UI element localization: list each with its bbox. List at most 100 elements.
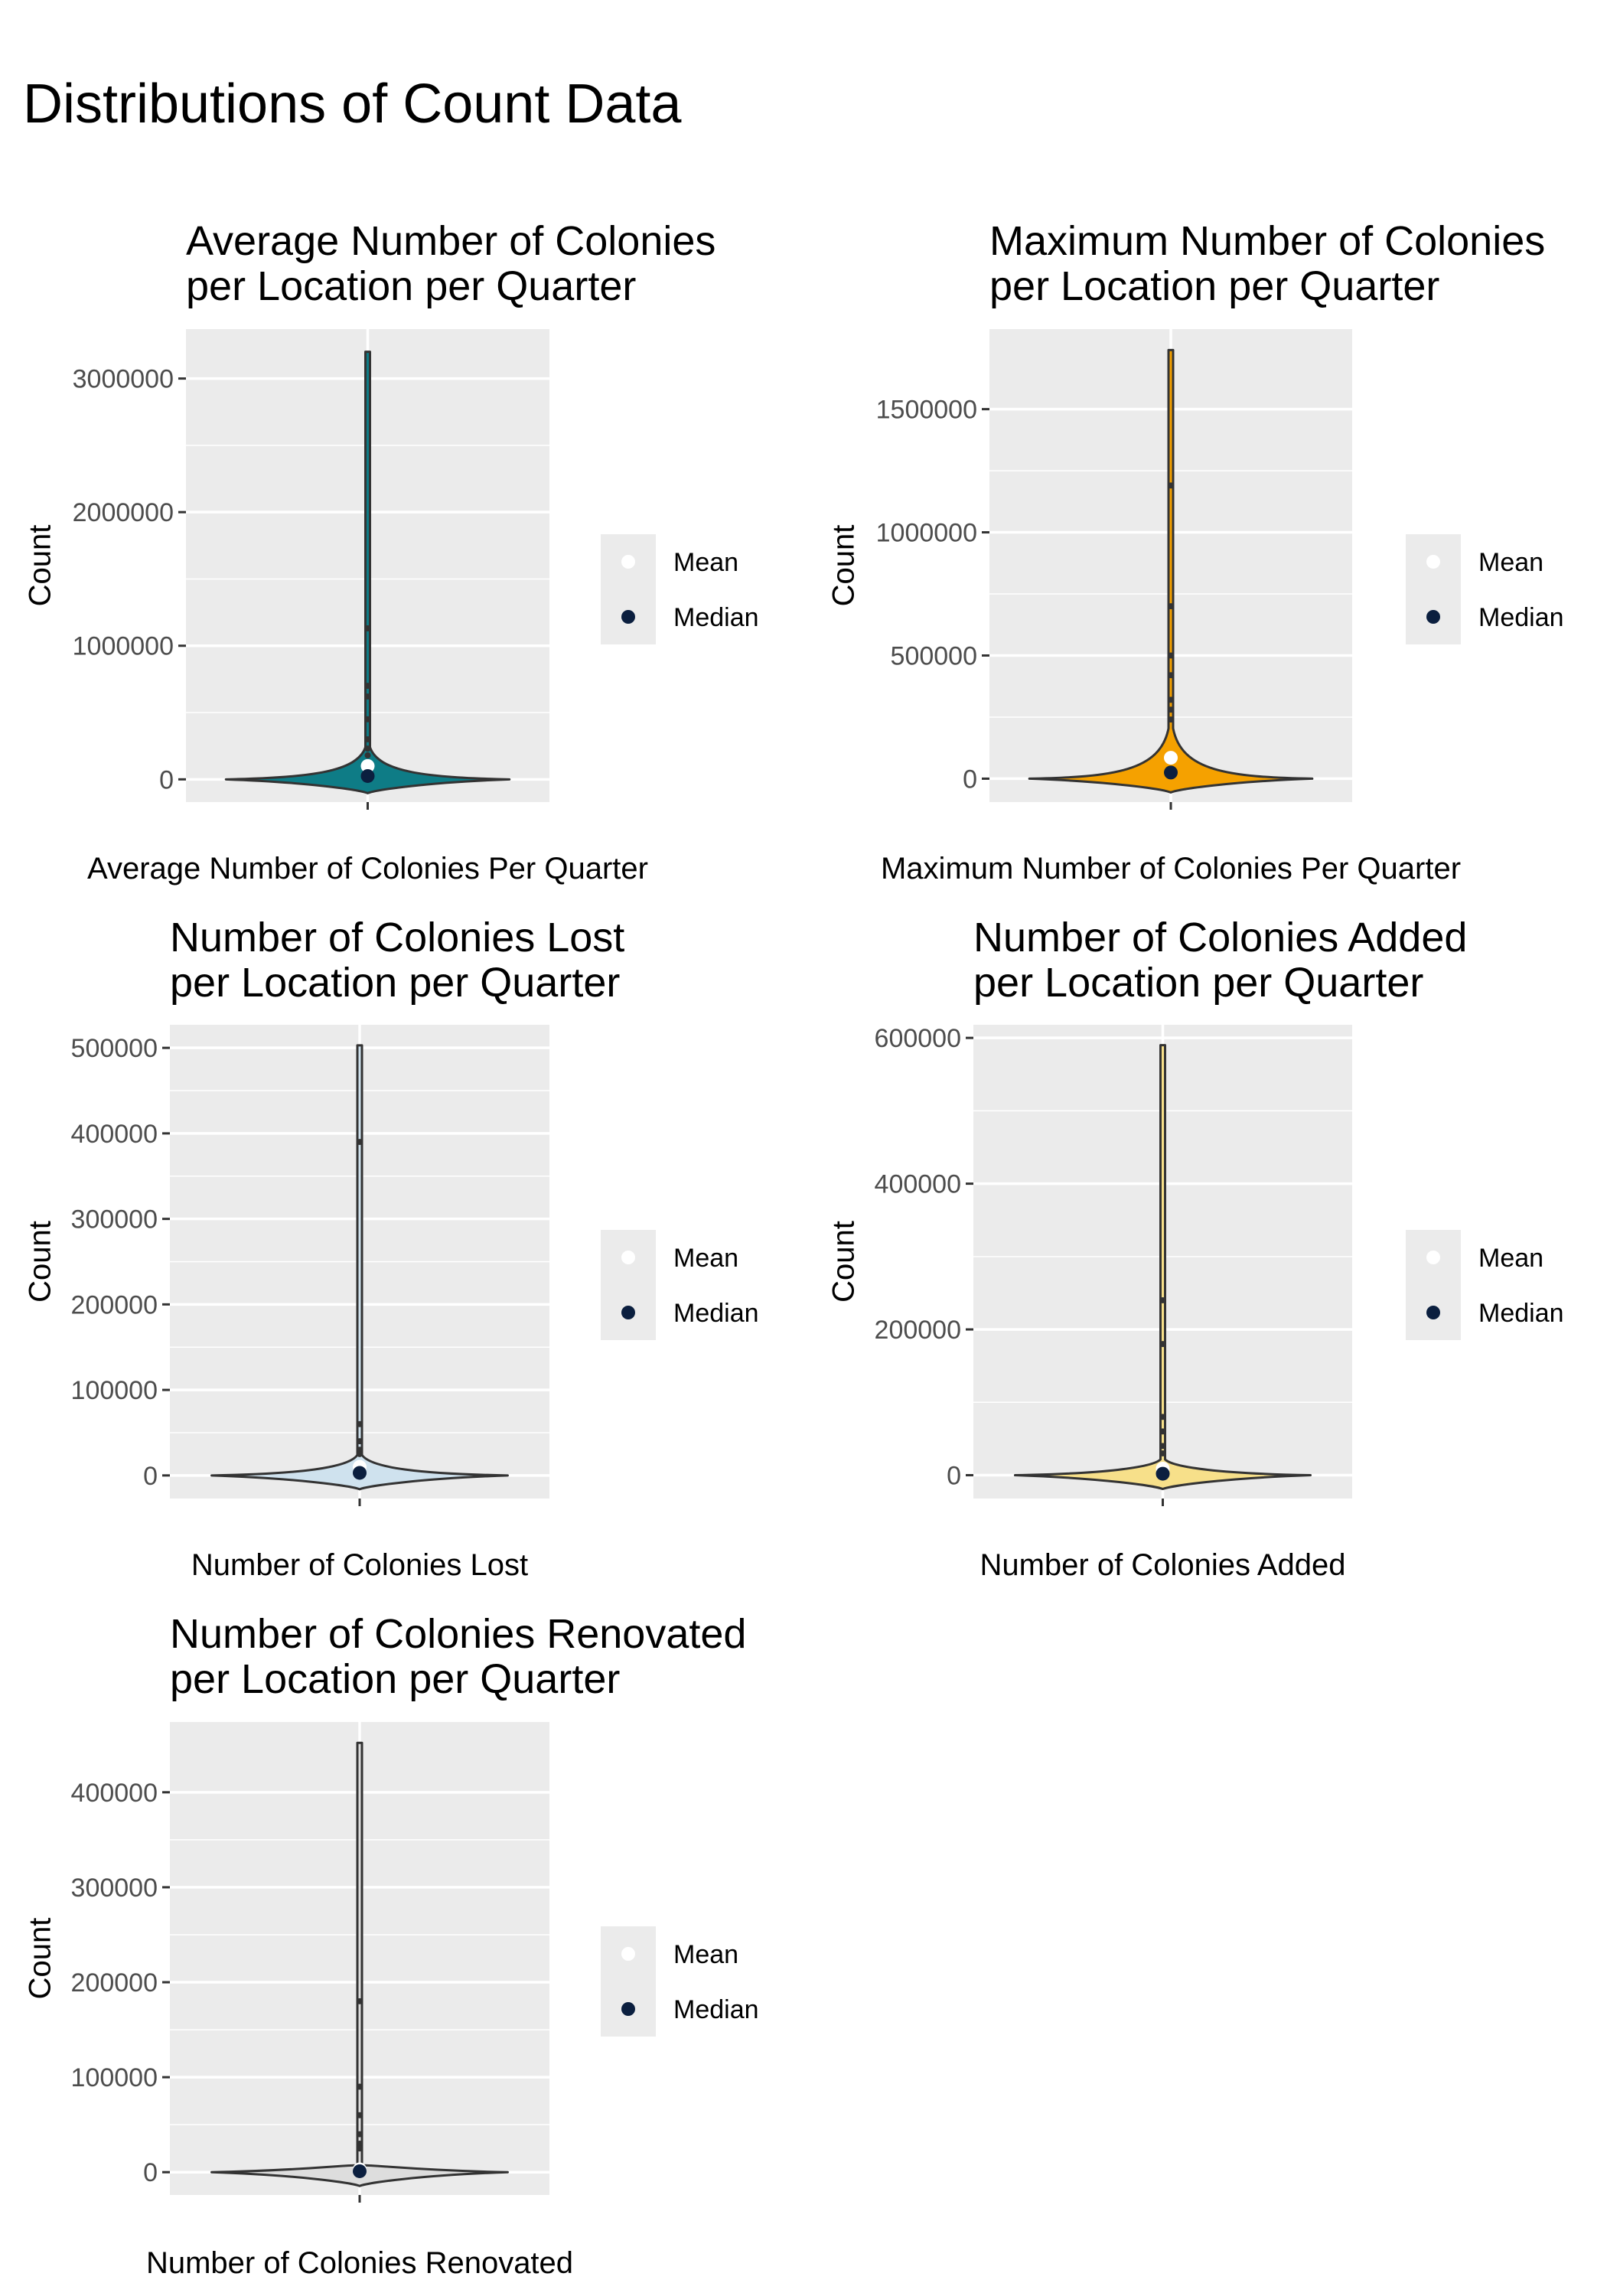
outlier-point — [357, 2145, 363, 2152]
mean-point — [360, 758, 375, 773]
outlier-point — [357, 1139, 363, 1146]
y-tick-label: 1000000 — [73, 632, 174, 661]
panel-title: per Location per Quarter — [973, 960, 1423, 1006]
legend: Mean Median — [601, 1926, 759, 2037]
y-tick-label: 0 — [143, 1462, 158, 1491]
legend-label: Median — [673, 1995, 759, 2024]
median-point — [1164, 765, 1178, 780]
outlier-point — [357, 1450, 363, 1457]
outlier-point — [1159, 1450, 1166, 1456]
median-point — [353, 1466, 367, 1480]
violin-shape — [210, 1741, 509, 2187]
y-tick-label: 300000 — [71, 1874, 158, 1903]
outlier-point — [364, 735, 371, 742]
legend-label: Mean — [673, 548, 738, 577]
y-tick-label: 200000 — [875, 1316, 961, 1345]
legend-label: Mean — [673, 1940, 738, 1969]
legend-median-key — [621, 1306, 635, 1319]
panel-title: per Location per Quarter — [170, 1656, 620, 1702]
legend-label: Median — [1478, 1299, 1564, 1328]
y-tick-label: 3000000 — [73, 365, 174, 394]
panel-title: Number of Colonies Added — [973, 915, 1467, 960]
y-tick-label: 500000 — [71, 1034, 158, 1063]
violin-shape — [1013, 1044, 1312, 1491]
legend-mean-key — [621, 1947, 635, 1961]
panel-title: per Location per Quarter — [186, 263, 636, 309]
legend-key-background — [1406, 1230, 1461, 1340]
y-tick-label: 200000 — [71, 1968, 158, 1998]
outlier-point — [1168, 672, 1174, 679]
x-axis-title: Maximum Number of Colonies Per Quarter — [881, 852, 1461, 885]
outlier-point — [364, 693, 371, 700]
outlier-point — [357, 1420, 363, 1427]
outlier-point — [364, 716, 371, 722]
legend-key-background — [1406, 534, 1461, 644]
outlier-point — [364, 752, 371, 758]
x-axis-title: Number of Colonies Lost — [191, 1548, 528, 1582]
outlier-point — [357, 2083, 363, 2090]
y-tick-label: 2000000 — [73, 498, 174, 527]
outlier-point — [1159, 1296, 1166, 1303]
chart-panel: 0 100000 200000 300000 400000 500000 Number of… — [24, 915, 759, 1582]
outlier-point — [1168, 696, 1174, 703]
panel-title: Average Number of Colonies — [186, 218, 715, 264]
legend: Mean Median — [601, 1230, 759, 1340]
y-axis-title: Count — [827, 1221, 861, 1303]
panel-title: per Location per Quarter — [170, 960, 620, 1006]
y-tick-label: 400000 — [875, 1170, 961, 1199]
outlier-point — [357, 1998, 363, 2004]
panel-title: Number of Colonies Lost — [170, 915, 624, 960]
outlier-point — [1168, 482, 1174, 489]
legend-key-background — [601, 534, 656, 644]
legend-median-key — [1426, 1306, 1440, 1319]
y-tick-label: 400000 — [71, 1779, 158, 1808]
outlier-point — [1168, 603, 1174, 610]
outlier-point — [1159, 1428, 1166, 1435]
legend-median-key — [1426, 610, 1440, 624]
violin-shape — [210, 1044, 509, 1491]
y-tick-label: 500000 — [891, 641, 977, 670]
outlier-point — [357, 2131, 363, 2138]
x-axis-title: Number of Colonies Renovated — [146, 2246, 573, 2280]
figure-title: Distributions of Count Data — [23, 73, 682, 135]
y-axis-title: Count — [24, 525, 57, 607]
legend-mean-key — [621, 555, 635, 569]
y-tick-label: 100000 — [71, 2063, 158, 2092]
chart-panel: 0 1000000 2000000 3000000 Average Number of … — [24, 218, 759, 885]
outlier-point — [1159, 1443, 1166, 1450]
panel-title: per Location per Quarter — [989, 263, 1439, 309]
outlier-point — [357, 2112, 363, 2118]
median-point — [360, 768, 375, 783]
x-axis-title: Number of Colonies Added — [980, 1548, 1345, 1582]
y-axis-title: Count — [24, 1221, 57, 1303]
y-tick-label: 0 — [159, 765, 174, 794]
legend: Mean Median — [1406, 534, 1564, 644]
legend-mean-key — [1426, 1251, 1440, 1264]
violin-shape — [224, 351, 511, 794]
y-tick-label: 0 — [947, 1462, 961, 1491]
chart-panel: 0 200000 400000 600000 Number of Colonies Ad… — [827, 915, 1564, 1582]
outlier-point — [1168, 652, 1174, 659]
legend-label: Mean — [673, 1244, 738, 1273]
legend-median-key — [621, 610, 635, 624]
y-tick-label: 1500000 — [876, 396, 977, 425]
legend-key-background — [601, 1926, 656, 2037]
median-point — [1156, 1466, 1170, 1481]
outlier-point — [1159, 1414, 1166, 1420]
y-tick-label: 300000 — [71, 1205, 158, 1234]
y-axis-title: Count — [827, 525, 861, 607]
outlier-point — [364, 625, 371, 632]
outlier-point — [1168, 706, 1174, 713]
panel-title: Maximum Number of Colonies — [989, 218, 1545, 264]
outlier-point — [357, 1438, 363, 1445]
outlier-point — [357, 2140, 363, 2147]
legend-label: Median — [673, 603, 759, 632]
outlier-point — [364, 683, 371, 690]
median-point — [353, 2164, 367, 2178]
legend-label: Mean — [1478, 548, 1543, 577]
legend-label: Mean — [1478, 1244, 1543, 1273]
outlier-point — [357, 1446, 363, 1453]
legend-mean-key — [621, 1251, 635, 1264]
violin-shape — [1028, 348, 1314, 794]
outlier-point — [1159, 1341, 1166, 1348]
